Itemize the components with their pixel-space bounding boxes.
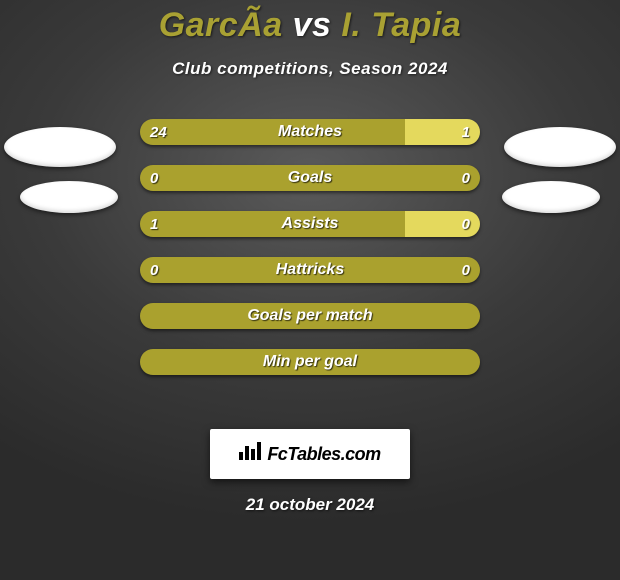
stat-fill-player1	[140, 303, 480, 329]
page-title: GarcÃ­a vs I. Tapia	[0, 0, 620, 45]
stat-fill-player2	[405, 211, 480, 237]
comparison-chart: Matches241 Goals00 Assists10 Hattricks00 Goa…	[0, 119, 620, 419]
stat-fill-player1	[140, 119, 405, 145]
brand-badge[interactable]: FcTables.com	[210, 429, 410, 479]
stat-fill-player1	[140, 257, 480, 283]
stat-fill-player1	[140, 349, 480, 375]
footer-date: 21 october 2024	[0, 495, 620, 515]
bar-chart-icon	[239, 442, 261, 466]
player1-flag-large-icon	[4, 127, 116, 167]
competition-subtitle: Club competitions, Season 2024	[0, 59, 620, 79]
stat-bars: Matches241 Goals00 Assists10 Hattricks00 Goa…	[140, 119, 480, 395]
player1-flag-small-icon	[20, 181, 118, 213]
stat-row: Assists10	[140, 211, 480, 237]
stat-row: Min per goal	[140, 349, 480, 375]
player2-name: I. Tapia	[341, 6, 461, 44]
stat-fill-player1	[140, 211, 405, 237]
vs-separator: vs	[293, 6, 332, 44]
stat-fill-player1	[140, 165, 480, 191]
stat-row: Hattricks00	[140, 257, 480, 283]
stat-row: Goals per match	[140, 303, 480, 329]
player2-flag-small-icon	[502, 181, 600, 213]
player2-flag-large-icon	[504, 127, 616, 167]
stat-fill-player2	[405, 119, 480, 145]
stat-row: Goals00	[140, 165, 480, 191]
stat-row: Matches241	[140, 119, 480, 145]
brand-text: FcTables.com	[267, 444, 380, 465]
player1-name: GarcÃ­a	[159, 6, 283, 44]
